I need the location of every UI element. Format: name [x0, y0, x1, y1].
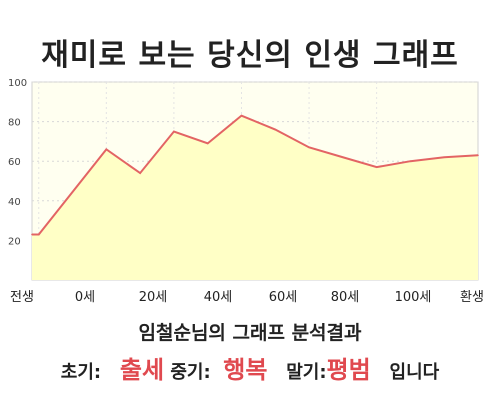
area-fill: [32, 115, 478, 280]
data-point: [139, 172, 141, 174]
early-value: 출세: [119, 356, 165, 384]
data-point: [409, 160, 412, 162]
x-tick-label: 환생: [460, 290, 484, 305]
late-label: 말기:: [286, 362, 327, 383]
data-point: [240, 114, 243, 117]
x-tick-label: 20세: [139, 290, 168, 305]
late-value: 평범: [326, 356, 371, 384]
y-tick-label: 20: [8, 236, 21, 247]
data-point: [206, 142, 209, 145]
x-tick-label: 0세: [75, 290, 95, 305]
y-tick-label: 100: [8, 78, 27, 89]
data-point: [173, 130, 175, 133]
middle-label: 중기:: [170, 362, 211, 383]
x-tick-label: 전생: [10, 290, 34, 305]
life-graph-chart: 20 40 60 80 100 전생 0세 20세 40세 60세 80세 100세 환생: [8, 78, 484, 305]
data-point: [375, 166, 378, 168]
x-tick-label: 80세: [331, 290, 360, 305]
data-point: [37, 233, 40, 236]
y-tick-label: 40: [8, 197, 21, 208]
early-label: 초기:: [60, 362, 102, 383]
series-line: [32, 114, 479, 236]
x-tick-label: 100세: [395, 290, 432, 305]
x-tick-label: 60세: [269, 290, 298, 305]
data-point: [274, 128, 277, 131]
ending-text: 입니다: [389, 362, 440, 383]
middle-value: 행복: [223, 356, 268, 384]
analysis-result: 초기: 출세 중기: 행복 말기:평범 입니다: [0, 350, 500, 385]
analysis-subtitle: 임철순님의 그래프 분석결과: [138, 322, 362, 344]
data-point: [342, 156, 344, 159]
y-tick-label: 80: [8, 118, 21, 129]
data-point: [477, 154, 479, 157]
data-point: [31, 233, 33, 236]
data-point: [105, 148, 108, 151]
y-tick-label: 60: [8, 157, 21, 168]
data-point: [308, 146, 310, 149]
data-point: [443, 156, 446, 159]
chart-title: 재미로 보는 당신의 인생 그래프: [41, 38, 459, 73]
x-tick-label: 40세: [204, 290, 233, 305]
